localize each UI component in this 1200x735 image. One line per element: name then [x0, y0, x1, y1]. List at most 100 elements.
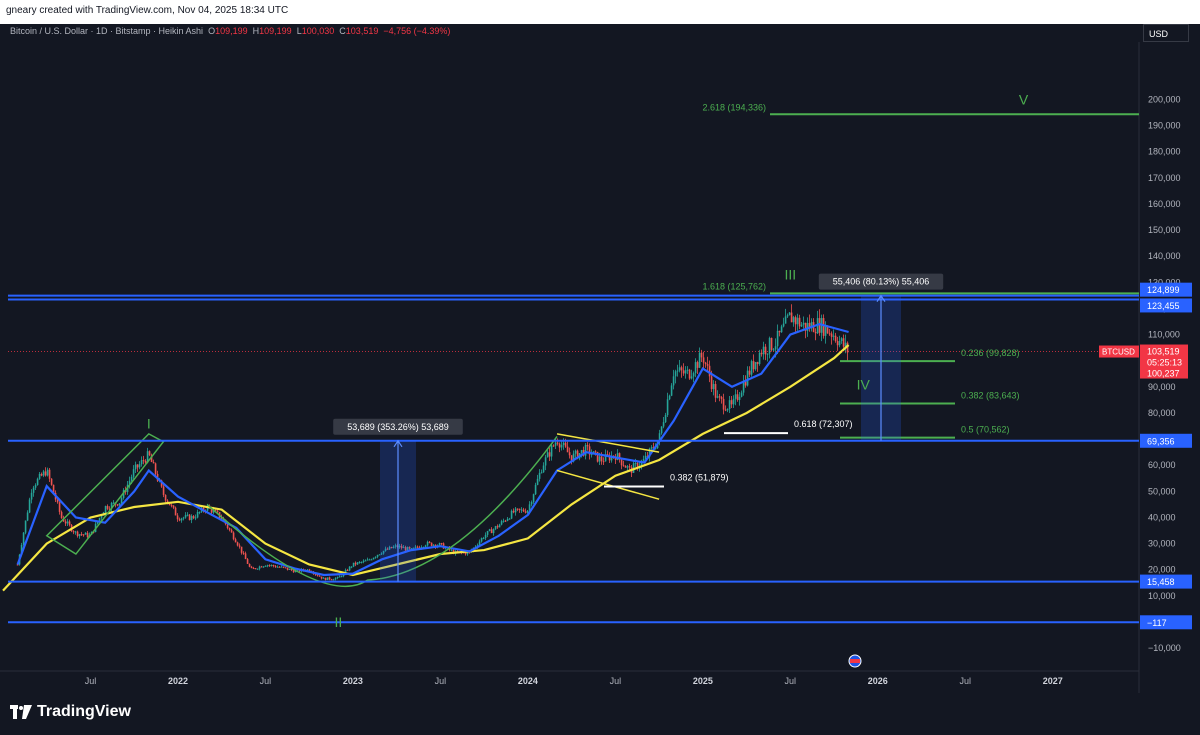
candle-body [736, 394, 739, 400]
candle-body [116, 504, 119, 506]
candle-body [836, 341, 839, 346]
plot-area [8, 42, 1139, 669]
fib-level-label: 0.5 (70,562) [961, 425, 1010, 435]
candle-body [190, 516, 193, 521]
candle-body [162, 486, 165, 495]
candle-body [812, 322, 815, 333]
countdown-label: 05:25:13 [1147, 358, 1182, 368]
candle-body [274, 566, 277, 568]
candle-body [630, 467, 633, 473]
currency-button[interactable]: USD [1143, 24, 1189, 42]
candle-body [80, 534, 83, 536]
candle-body [752, 361, 755, 370]
candle-body [486, 530, 489, 535]
candle-body [324, 577, 327, 581]
candle-body [302, 569, 305, 571]
low-value: 100,030 [301, 26, 335, 36]
candle-body [64, 521, 67, 524]
candle-body [206, 505, 209, 511]
y-tick-label: 130,000 [1148, 277, 1181, 287]
candle-body [500, 521, 503, 525]
candle-body [612, 455, 615, 457]
candle-body [744, 381, 747, 386]
candle-body [328, 577, 331, 580]
measure-box [861, 295, 901, 441]
candle-body [462, 552, 465, 554]
candle-body [560, 445, 563, 448]
candle-body [52, 484, 55, 493]
candle-body [34, 485, 37, 488]
candle-body [770, 337, 773, 350]
fib-level-label: 0.382 (83,643) [961, 390, 1020, 400]
measure-label: 53,689 (353.26%) 53,689 [347, 422, 449, 432]
candle-body [188, 514, 191, 521]
symbol-legend: Bitcoin / U.S. Dollar · 1D · Bitstamp · … [10, 26, 450, 36]
candle-body [408, 547, 411, 549]
candle-body [204, 510, 207, 512]
candle-body [298, 569, 301, 572]
candle-body [132, 469, 135, 477]
candle-body [342, 572, 345, 577]
credit-text: gneary created with TradingView.com, Nov… [6, 5, 289, 16]
candle-body [394, 545, 397, 547]
candle-body [448, 546, 451, 550]
candle-body [266, 565, 269, 567]
measure-arrowhead [393, 439, 403, 448]
candle-body [402, 547, 405, 549]
candle-body [726, 409, 729, 411]
candle-body [594, 451, 597, 453]
candle-body [784, 316, 787, 324]
candle-body [644, 455, 647, 460]
candle-body [66, 521, 69, 524]
candle-body [464, 552, 467, 555]
candle-body [720, 397, 723, 399]
candle-body [606, 454, 609, 456]
candle-body [792, 317, 795, 323]
candle-body [168, 502, 171, 506]
candle-body [88, 534, 91, 538]
candle-body [556, 442, 559, 444]
candle-body [598, 456, 601, 462]
candle-body [418, 547, 421, 549]
candle-body [184, 515, 187, 518]
candle-body [662, 422, 665, 427]
candle-body [648, 448, 651, 457]
short-moving-average-line [16, 322, 849, 577]
candle-body [216, 510, 219, 513]
current-price-box [1140, 344, 1188, 379]
candle-body [472, 547, 475, 551]
candle-body [198, 511, 201, 513]
candle-body [530, 502, 533, 505]
candle-body [620, 459, 623, 466]
candle-body [734, 394, 737, 399]
candle-body [378, 554, 381, 556]
candle-body [478, 541, 481, 546]
candle-body [740, 392, 743, 397]
candle-body [632, 463, 635, 473]
candle-body [802, 322, 805, 325]
candle-body [686, 369, 689, 371]
candle-body [588, 446, 591, 455]
candle-body [124, 490, 127, 493]
candle-body [614, 456, 617, 460]
candle-body [766, 353, 769, 355]
candle-body [798, 317, 801, 327]
candle-body [514, 508, 517, 513]
wave-i-channel [45, 432, 165, 556]
candle-body [44, 471, 47, 476]
candle-body [794, 317, 797, 325]
candle-body [28, 499, 31, 513]
candle-body [240, 546, 243, 553]
candle-body [396, 545, 399, 548]
candle-body [578, 453, 581, 459]
candle-body [424, 545, 427, 547]
x-tick-label: 2026 [868, 676, 888, 686]
y-tick-label: 80,000 [1148, 408, 1176, 418]
candle-body [196, 511, 199, 518]
retrace-label: 0.382 (51,879) [670, 472, 729, 482]
candle-body [576, 450, 579, 459]
candle-body [146, 451, 149, 463]
candle-body [54, 492, 57, 500]
candle-body [490, 529, 493, 534]
